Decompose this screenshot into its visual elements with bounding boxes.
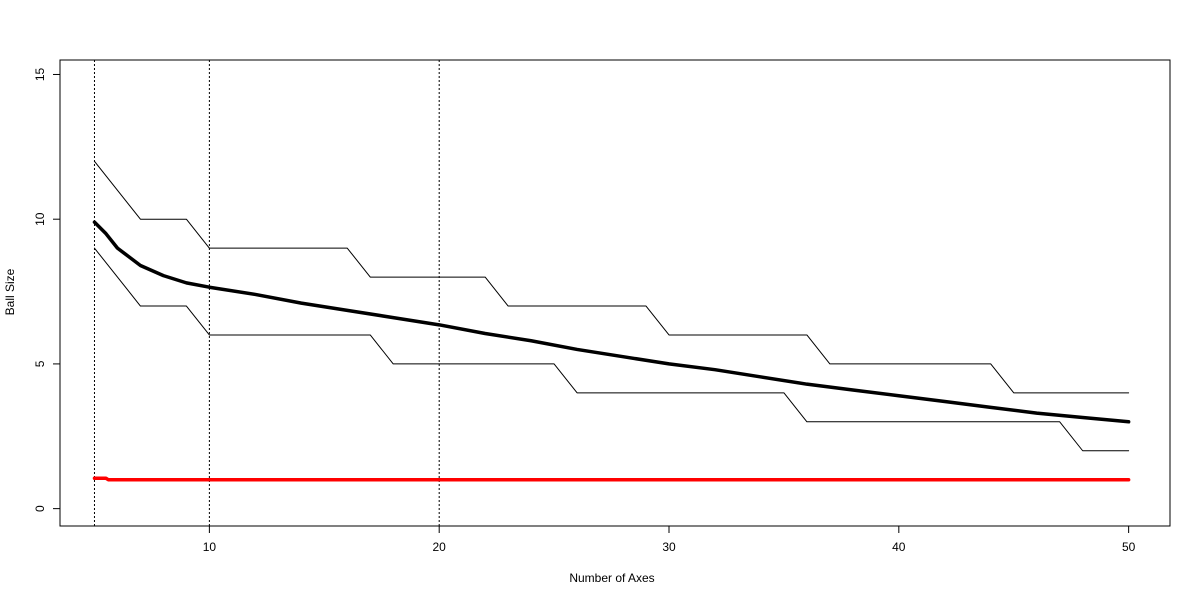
series-upper-line: [93, 160, 1130, 394]
series-group: [92, 160, 1131, 482]
y-tick-label: 5: [33, 360, 47, 367]
x-axis: 10 20 30 40 50: [203, 525, 1136, 554]
reference-lines: [93, 60, 440, 526]
y-tick-label: 15: [33, 67, 47, 81]
series-lower-line: [93, 247, 1130, 452]
y-axis-title: Ball Size: [3, 268, 17, 315]
x-tick-label: 50: [1122, 540, 1136, 554]
series-baseline-line: [92, 476, 1131, 482]
x-tick-label: 40: [892, 540, 906, 554]
x-axis-title: Number of Axes: [569, 571, 654, 585]
y-axis: 0 5 10 15: [33, 67, 61, 512]
series-mean-line: [92, 220, 1131, 424]
y-tick-label: 10: [33, 212, 47, 226]
x-tick-label: 10: [203, 540, 217, 554]
y-tick-label: 0: [33, 505, 47, 512]
plot-frame: [59, 59, 1171, 527]
x-tick-label: 30: [662, 540, 676, 554]
x-tick-label: 20: [433, 540, 447, 554]
